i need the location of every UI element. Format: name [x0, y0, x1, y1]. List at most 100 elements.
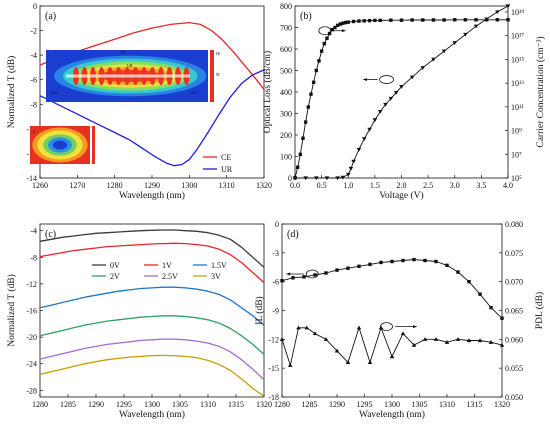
panel-b-loss-point	[495, 18, 500, 22]
x-tick-label: 1.5	[370, 181, 380, 190]
panel-b-carrier-point	[431, 57, 436, 62]
x-tick-label: 1320	[256, 181, 272, 190]
x-tick-label: 1320	[256, 400, 272, 409]
x-tick-label: 1295	[357, 400, 373, 409]
y2-tick-label: 0.050	[505, 393, 523, 402]
panel-d-annotation-circle	[380, 322, 393, 332]
panel-d-il-point	[467, 279, 471, 284]
panel-b-carrier-point	[463, 32, 468, 37]
panel-d-pdl-point	[334, 348, 340, 353]
panel-b-loss-point	[298, 152, 303, 157]
y-tick-label: -20	[26, 333, 37, 342]
panel-b-annotation-arrow-head	[341, 29, 346, 33]
x-tick-label: 2.5	[423, 181, 433, 190]
panel-c-legend-label: 2V	[110, 272, 120, 281]
y2-tick-label: 0.080	[505, 220, 523, 229]
panel-b-loss-point	[351, 19, 356, 24]
y-tick-label: 600	[280, 45, 292, 54]
panel-d-pdl-point	[345, 360, 351, 364]
panel-a-legend-label: CE	[221, 153, 231, 162]
panel-b-carrier-point	[340, 175, 346, 180]
panel-b-loss-point	[322, 41, 326, 46]
panel-b-loss-line	[294, 19, 508, 179]
panel-d-frame	[281, 223, 503, 398]
panel-c-series-2-5v	[39, 338, 265, 381]
panel-b-carrier-point	[377, 109, 383, 114]
panel-b-loss-point	[431, 18, 436, 22]
y2-tick-label: 0.055	[505, 364, 523, 373]
panel-d-il-point	[434, 259, 438, 264]
panel-d-il-point	[324, 271, 328, 275]
panel-b-carrier-point	[356, 147, 362, 152]
x-tick-label: 1305	[172, 400, 188, 409]
inset-i-bar-hi: Hi	[216, 51, 221, 56]
inset-ii-label: ii	[33, 129, 36, 134]
panel-b-carrier-point	[372, 118, 378, 123]
panel-b-carrier-point	[351, 159, 356, 164]
panel-b-loss-point	[338, 22, 342, 26]
y2-tick-label: 10¹¹	[511, 103, 524, 112]
panel-b-ylabel: Optical Loss (dB/cm)	[262, 51, 273, 133]
x-tick-label: 1320	[494, 400, 510, 409]
x-tick-label: 3.0	[450, 181, 460, 190]
y2-tick-label: 0.065	[505, 307, 523, 316]
panel-b-carrier-point	[314, 176, 319, 181]
panel-a-legend-label: UR	[221, 165, 233, 174]
panel-b-carrier-point	[420, 66, 426, 70]
panel-a-series-ce	[39, 21, 265, 90]
panel-b-carrier-point	[303, 176, 308, 181]
y2-tick-label: 10⁵	[511, 174, 522, 183]
panel-b-carrier-point	[345, 172, 351, 177]
y2-tick-label: 10¹⁵	[511, 55, 524, 64]
panel-d-pdl-point	[422, 337, 428, 341]
y-tick-label: -4	[30, 51, 37, 60]
panel-b-loss-point	[463, 18, 468, 22]
y-tick-label: -4	[30, 227, 37, 236]
panel-a-xlabel: Wavelength (nm)	[119, 190, 185, 201]
y-tick-label: -2	[30, 27, 37, 36]
panel-b-xlabel: Voltage (V)	[379, 190, 423, 201]
panel-d-pdl-point	[411, 342, 417, 347]
panel-c-legend-label: 2.5V	[162, 272, 178, 281]
panel-d-pdl-point	[433, 337, 439, 341]
panel-b-carrier-line	[295, 5, 509, 179]
y-tick-label: -16	[26, 307, 37, 316]
panel-d-pdl-point	[389, 354, 395, 359]
panel-c-letter: (c)	[45, 229, 56, 240]
y-tick-label: 0	[288, 174, 292, 183]
x-tick-label: 1290	[329, 400, 345, 409]
panel-b-loss-point	[341, 21, 345, 25]
panel-b-carrier-point	[335, 176, 340, 181]
x-tick-label: 2.0	[397, 181, 407, 190]
panel-b-carrier-point	[367, 127, 372, 132]
panel-d-pdl-point	[499, 342, 505, 347]
x-tick-label: 1315	[467, 400, 483, 409]
panel-c-legend-label: 0V	[110, 261, 120, 270]
panel-d-il-point	[280, 279, 284, 283]
panel-c-legend-label: 3V	[211, 272, 221, 281]
inset-i-bar-mid: M	[216, 72, 220, 77]
panel-c-xlabel: Wavelength (nm)	[119, 409, 185, 420]
panel-b-frame	[294, 5, 509, 179]
y-tick-label: -12	[268, 335, 279, 344]
panel-d-ylabel: IL (dB)	[254, 296, 265, 324]
y-tick-label: -28	[26, 386, 37, 395]
inset-i-waveguide	[66, 74, 190, 78]
panel-d-pdl-point	[296, 325, 301, 330]
y-tick-label: 400	[280, 88, 292, 97]
panel-b-loss-point	[410, 18, 414, 22]
y-tick-label: 100	[280, 153, 292, 162]
panel-d-il-point	[500, 316, 504, 320]
panel-d-pdl-point	[488, 340, 494, 344]
panel-b-carrier-point	[452, 41, 458, 45]
panel-d-il-point	[390, 259, 394, 264]
panel-b-loss-point	[306, 105, 311, 109]
panel-d-il-point	[379, 260, 383, 265]
inset-i-ce-right: CE/2	[190, 90, 198, 95]
panel-b-loss-point	[389, 18, 393, 22]
panel-b-loss-point	[453, 18, 457, 22]
x-tick-label: 1270	[69, 181, 85, 190]
x-tick-label: 0.0	[290, 181, 300, 190]
panel-d-il-point	[445, 263, 449, 268]
panel-d-pdl-point	[323, 337, 329, 341]
